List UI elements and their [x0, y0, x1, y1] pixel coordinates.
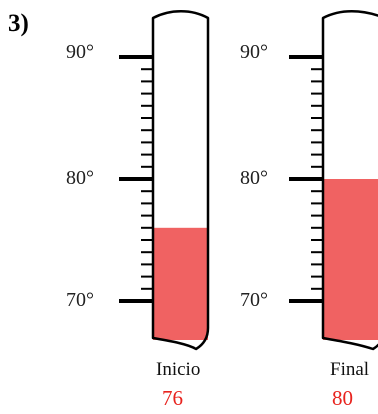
thermometer-caption: Inicio	[156, 359, 200, 380]
thermometer-reading: 76	[162, 386, 183, 410]
scale-label-80: 80°	[66, 167, 94, 189]
scale-label-90: 90°	[240, 41, 268, 63]
problem-number: 3)	[8, 10, 29, 37]
scale-label-70: 70°	[240, 289, 268, 311]
thermometer-fill	[153, 227, 208, 340]
thermometer-tube	[151, 10, 210, 351]
thermometer-caption: Final	[330, 359, 369, 380]
scale-label-90: 90°	[66, 41, 94, 63]
thermometer-reading: 80	[332, 386, 353, 410]
thermometer-final: 90° 80° 70° Final 80	[240, 10, 378, 410]
thermometer-scale	[289, 55, 323, 303]
scale-label-80: 80°	[240, 167, 268, 189]
scale-label-70: 70°	[66, 289, 94, 311]
thermometer-fill	[323, 179, 378, 340]
thermometer-scale	[119, 55, 153, 303]
thermometer-tube	[321, 10, 378, 351]
thermometer-inicio: 90° 80° 70° Inicio 76	[66, 10, 210, 410]
